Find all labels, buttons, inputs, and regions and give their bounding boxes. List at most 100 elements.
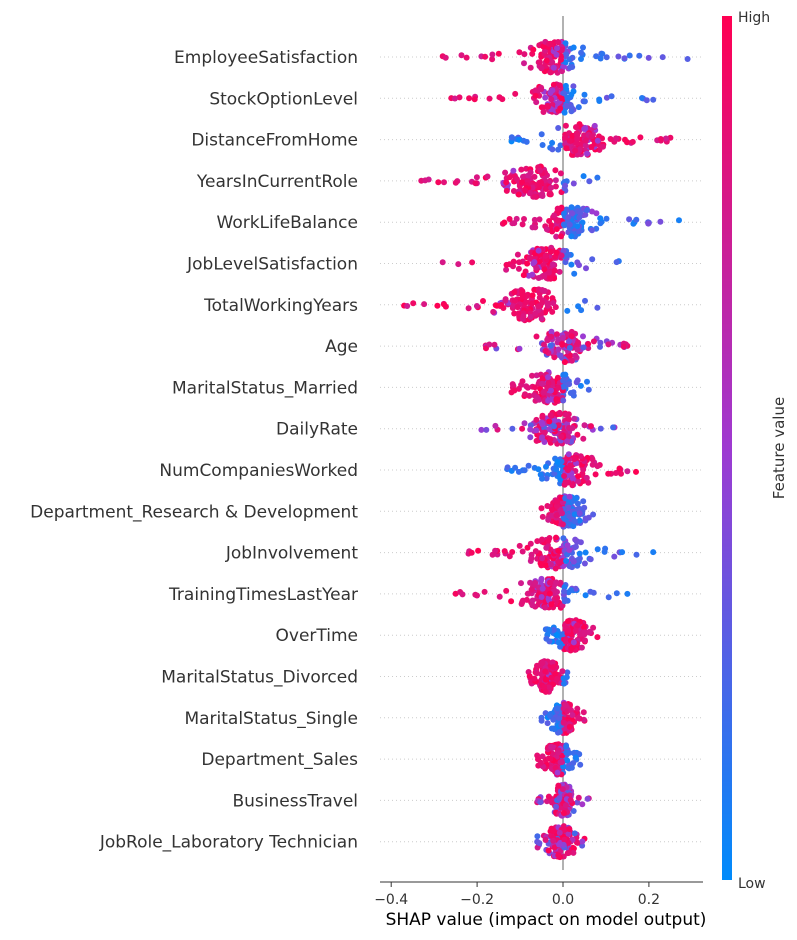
shap-point: [521, 51, 528, 58]
shap-point: [554, 45, 560, 52]
shap-point: [542, 252, 549, 259]
shap-point: [531, 286, 538, 293]
shap-point: [554, 675, 560, 682]
shap-point: [607, 136, 614, 142]
shap-point: [562, 82, 569, 89]
shap-point: [624, 590, 631, 597]
feature-labels: EmployeeSatisfaction StockOptionLevel Dist…: [30, 48, 358, 853]
shap-point: [534, 663, 541, 669]
shap-point: [574, 799, 581, 806]
shap-point: [489, 551, 496, 558]
shap-point: [498, 302, 505, 308]
shap-point: [582, 592, 589, 599]
shap-point: [626, 52, 633, 59]
shap-point: [562, 134, 568, 141]
shap-point: [549, 659, 556, 666]
shap-point: [486, 341, 493, 348]
shap-point: [560, 810, 567, 816]
shap-point: [531, 675, 538, 682]
shap-point: [585, 479, 592, 486]
shap-point: [550, 837, 557, 844]
shap-point: [584, 207, 591, 213]
shap-point: [621, 55, 628, 62]
shap-point: [483, 426, 490, 433]
shap-point: [547, 755, 554, 762]
shap-point: [501, 219, 508, 226]
shap-point: [538, 315, 545, 322]
shap-point: [567, 390, 574, 396]
shap-point: [554, 458, 561, 465]
shap-point: [566, 826, 573, 832]
shap-point: [580, 623, 587, 630]
shap-point: [553, 519, 559, 526]
shap-point: [503, 261, 510, 268]
shap-point: [565, 415, 572, 422]
shap-point: [561, 210, 567, 217]
shap-point: [545, 516, 552, 523]
shap-point: [515, 265, 522, 272]
shap-point: [555, 336, 562, 343]
shap-point: [563, 480, 569, 486]
shap-point: [684, 56, 691, 62]
shap-point: [554, 595, 560, 602]
shap-point: [531, 254, 538, 261]
shap-point: [570, 180, 577, 187]
shap-point: [580, 709, 587, 716]
shap-point: [496, 94, 503, 101]
shap-point: [548, 743, 555, 750]
shap-point: [594, 546, 601, 553]
shap-point: [541, 266, 548, 273]
shap-point: [566, 547, 573, 553]
shap-point: [539, 536, 545, 543]
shap-point: [588, 423, 594, 430]
shap-point: [657, 218, 664, 225]
shap-point: [558, 433, 565, 440]
shap-point: [512, 90, 519, 97]
shap-point: [547, 579, 553, 586]
shap-point: [542, 604, 548, 611]
shap-point: [516, 49, 523, 56]
shap-point: [550, 664, 557, 671]
shap-point: [555, 782, 562, 789]
shap-point: [535, 756, 541, 763]
shap-point: [583, 265, 589, 272]
shap-point: [514, 251, 521, 258]
shap-point: [550, 300, 557, 307]
feature-label: OverTime: [276, 626, 359, 646]
shap-point: [551, 844, 558, 851]
shap-point: [422, 177, 429, 184]
shap-point: [559, 510, 565, 517]
shap-point: [588, 144, 595, 150]
shap-point: [435, 179, 442, 186]
shap-point: [546, 590, 553, 597]
shap-point: [568, 233, 575, 240]
shap-point: [534, 394, 541, 401]
shap-point: [522, 187, 529, 194]
shap-point: [545, 380, 552, 387]
shap-point: [593, 53, 600, 60]
shap-point: [676, 217, 682, 224]
shap-point: [537, 167, 544, 174]
shap-point: [555, 39, 562, 45]
shap-point: [555, 125, 562, 131]
shap-point: [550, 64, 557, 71]
shap-point: [516, 259, 523, 266]
shap-point: [553, 503, 560, 509]
shap-point: [562, 802, 569, 809]
shap-point: [569, 482, 576, 489]
shap-point: [594, 463, 601, 470]
shap-point: [571, 511, 578, 518]
shap-point: [520, 173, 526, 180]
shap-point: [491, 341, 498, 348]
shap-point: [511, 387, 518, 394]
shap-point: [549, 295, 556, 302]
shap-point: [624, 468, 631, 475]
shap-point: [567, 797, 574, 804]
shap-point: [404, 303, 411, 309]
shap-point: [555, 384, 562, 391]
shap-point: [513, 215, 520, 222]
shap-point: [569, 64, 576, 70]
shap-point: [613, 259, 620, 266]
shap-point: [515, 191, 522, 198]
shap-point: [482, 53, 489, 60]
